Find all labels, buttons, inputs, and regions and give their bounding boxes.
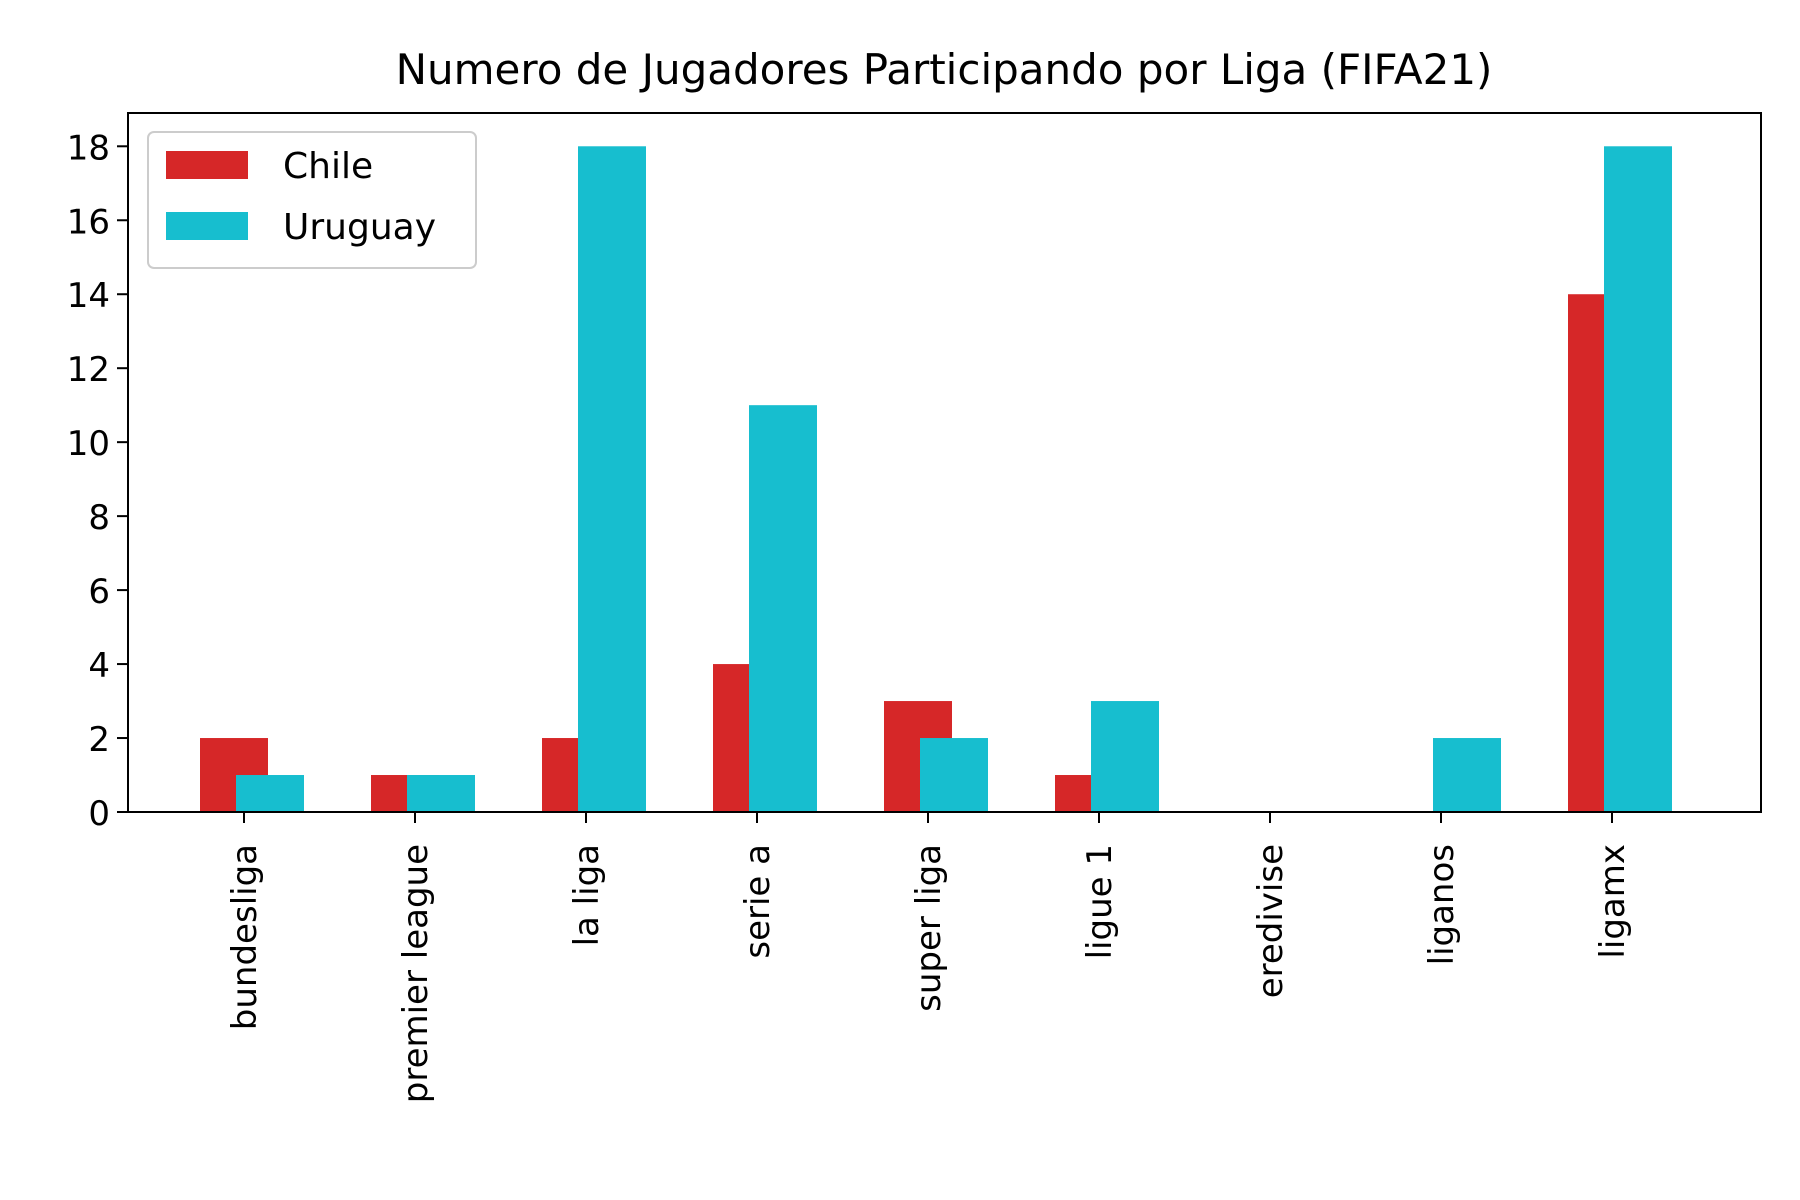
legend-label-chile: Chile — [283, 146, 373, 187]
x-tick-label: bundesliga — [225, 844, 265, 1030]
legend: Chile Uruguay — [147, 131, 477, 269]
bar-uruguay-bundesliga — [236, 775, 304, 812]
x-tick-label: super liga — [909, 844, 949, 1012]
y-tick-label: 12 — [67, 350, 110, 390]
bar-uruguay-la-liga — [578, 146, 646, 813]
chart-title: Numero de Jugadores Participando por Lig… — [396, 45, 1493, 94]
legend-swatch-chile — [166, 151, 248, 179]
legend-swatch-uruguay — [166, 212, 248, 240]
x-tick-label: la liga — [567, 844, 607, 946]
bar-uruguay-super-liga — [920, 738, 988, 812]
y-tick-label: 6 — [88, 572, 110, 612]
y-tick-label: 18 — [67, 128, 110, 168]
bar-uruguay-ligue-1 — [1091, 701, 1159, 812]
bar-uruguay-serie-a — [749, 405, 817, 812]
x-tick-label: serie a — [738, 844, 778, 959]
y-tick-label: 14 — [67, 276, 110, 316]
y-tick-label: 2 — [88, 720, 110, 760]
y-tick-label: 4 — [88, 646, 110, 686]
axes-layer: 0 2 4 6 8 10 12 14 16 18 bundesliga premier league l… — [67, 128, 1633, 1103]
y-tick-label: 10 — [67, 424, 110, 464]
y-tick-label: 16 — [67, 202, 110, 242]
x-tick-label: ligue 1 — [1080, 844, 1120, 959]
plot-frame — [127, 112, 1762, 813]
legend-label-uruguay: Uruguay — [283, 207, 436, 248]
x-tick-label: eredivise — [1251, 844, 1291, 998]
x-tick-label: liganos — [1422, 844, 1462, 965]
x-tick-label: ligamx — [1593, 844, 1633, 959]
x-tick-label: premier league — [396, 844, 436, 1103]
y-tick-label: 0 — [88, 794, 110, 834]
y-tick-label: 8 — [88, 498, 110, 538]
bars-layer — [200, 146, 1672, 813]
bar-uruguay-ligamx — [1604, 146, 1672, 813]
bar-uruguay-liganos — [1433, 738, 1501, 812]
bar-uruguay-premier-league — [407, 775, 475, 812]
